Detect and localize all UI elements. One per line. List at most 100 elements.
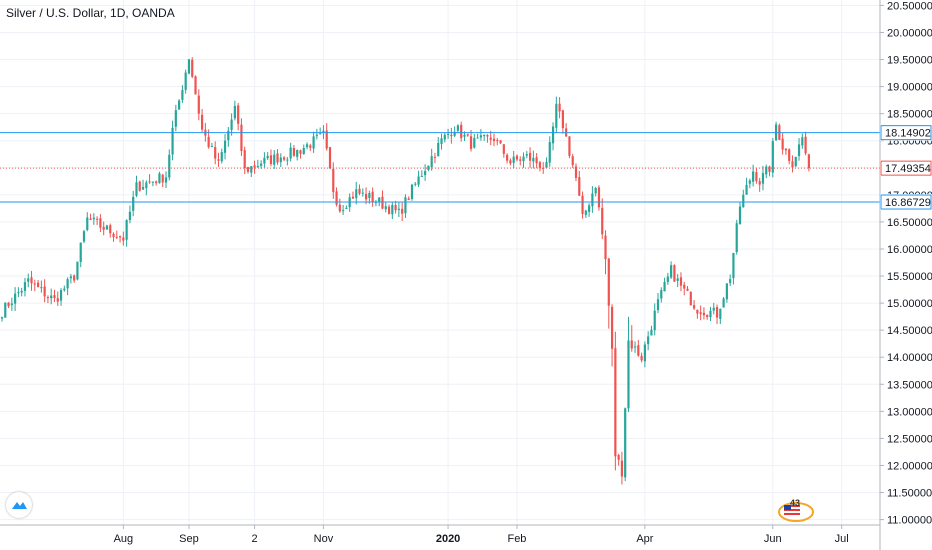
candle-up — [384, 206, 387, 210]
candle-up — [555, 103, 558, 128]
candle-down — [36, 282, 40, 287]
candle-up — [233, 105, 236, 119]
candle-up — [420, 175, 423, 177]
candle-down — [640, 355, 643, 361]
candle-down — [207, 136, 210, 148]
candle-up — [594, 187, 597, 194]
candle-up — [479, 135, 482, 138]
candle-down — [394, 204, 397, 211]
tradingview-logo-icon[interactable] — [6, 492, 32, 518]
y-tick-label: 20.00000 — [887, 27, 932, 39]
candle-down — [243, 150, 246, 169]
candle-up — [476, 137, 479, 139]
candle-up — [178, 100, 181, 110]
candle-up — [125, 220, 128, 240]
candle-down — [460, 124, 463, 139]
candle-down — [73, 275, 76, 281]
chart-title: Silver / U.S. Dollar, 1D, OANDA — [6, 6, 175, 20]
y-tick-label: 12.50000 — [887, 433, 932, 445]
time-axis[interactable]: Aug Sep 2 Nov 2020 Feb Apr Jun Jul — [0, 524, 880, 545]
candle-down — [358, 188, 361, 194]
candle-up — [656, 299, 660, 311]
candle-down — [99, 218, 102, 228]
candle-down — [489, 137, 492, 140]
candle-down — [679, 277, 683, 286]
candle-down — [509, 160, 512, 164]
candle-up — [128, 211, 132, 221]
candle-up — [145, 182, 148, 189]
candle-down — [601, 207, 604, 235]
candle-up — [76, 261, 79, 280]
candle-down — [148, 181, 151, 183]
candle-down — [673, 265, 676, 282]
candle-up — [624, 408, 627, 478]
candle-up — [391, 205, 394, 215]
candle-down — [630, 340, 633, 349]
candle-up — [14, 293, 17, 304]
candle-up — [40, 287, 43, 289]
candle-up — [105, 225, 109, 230]
candle-up — [296, 149, 299, 157]
candle-down — [194, 76, 197, 95]
candle-up — [345, 207, 348, 209]
candle-up — [92, 217, 95, 220]
candle-down — [535, 157, 538, 164]
candle-up — [250, 166, 253, 173]
y-tick-label: 19.00000 — [887, 82, 932, 94]
candle-down — [200, 114, 204, 130]
candle-up — [181, 90, 184, 100]
candle-down — [364, 193, 368, 200]
candle-up — [4, 302, 7, 318]
candle-down — [768, 166, 771, 172]
candle-up — [315, 134, 318, 136]
candle-up — [709, 310, 712, 318]
candle-up — [719, 308, 722, 319]
candle-down — [253, 165, 256, 168]
candle-up — [437, 142, 440, 157]
price-tag-bg — [880, 194, 932, 211]
candle-up — [378, 197, 381, 202]
candle-up — [79, 242, 82, 262]
candle-up — [263, 157, 266, 164]
candle-up — [430, 156, 433, 168]
price-axis[interactable]: 11.00000 11.50000 12.00000 12.50000 13.00000… — [879, 0, 932, 550]
candle-up — [171, 127, 174, 155]
candle-down — [197, 95, 200, 114]
candle-down — [401, 208, 404, 214]
x-tick-label: Jun — [764, 533, 782, 545]
candle-down — [309, 145, 312, 148]
candle-up — [512, 156, 515, 163]
candle-down — [755, 172, 758, 182]
candle-up — [650, 329, 653, 336]
candle-down — [433, 156, 437, 158]
candle-up — [591, 193, 594, 207]
candle-up — [355, 189, 358, 199]
candle-down — [686, 288, 689, 291]
candle-up — [230, 119, 233, 130]
flag-badge[interactable]: 43 — [778, 496, 814, 522]
candle-up — [653, 310, 656, 331]
candle-down — [325, 130, 328, 149]
candle-up — [483, 134, 486, 137]
price-tag-border — [880, 125, 932, 141]
candle-up — [69, 276, 72, 279]
candle-down — [758, 181, 761, 185]
candle-down — [237, 105, 240, 124]
candle-up — [794, 156, 797, 167]
candle-up — [66, 279, 69, 289]
candle-up — [27, 278, 30, 282]
candle-down — [299, 150, 302, 154]
candle-up — [722, 298, 725, 308]
candle-up — [532, 157, 535, 162]
y-tick-label: 11.50000 — [887, 488, 932, 500]
candle-up — [63, 288, 66, 291]
candle-up — [670, 265, 673, 278]
candle-down — [240, 124, 243, 151]
candle-down — [96, 218, 99, 220]
candle-up — [168, 154, 171, 178]
candle-up — [666, 276, 669, 282]
candle-down — [191, 59, 194, 77]
candles — [0, 57, 810, 485]
y-tick-label: 13.00000 — [887, 406, 932, 418]
